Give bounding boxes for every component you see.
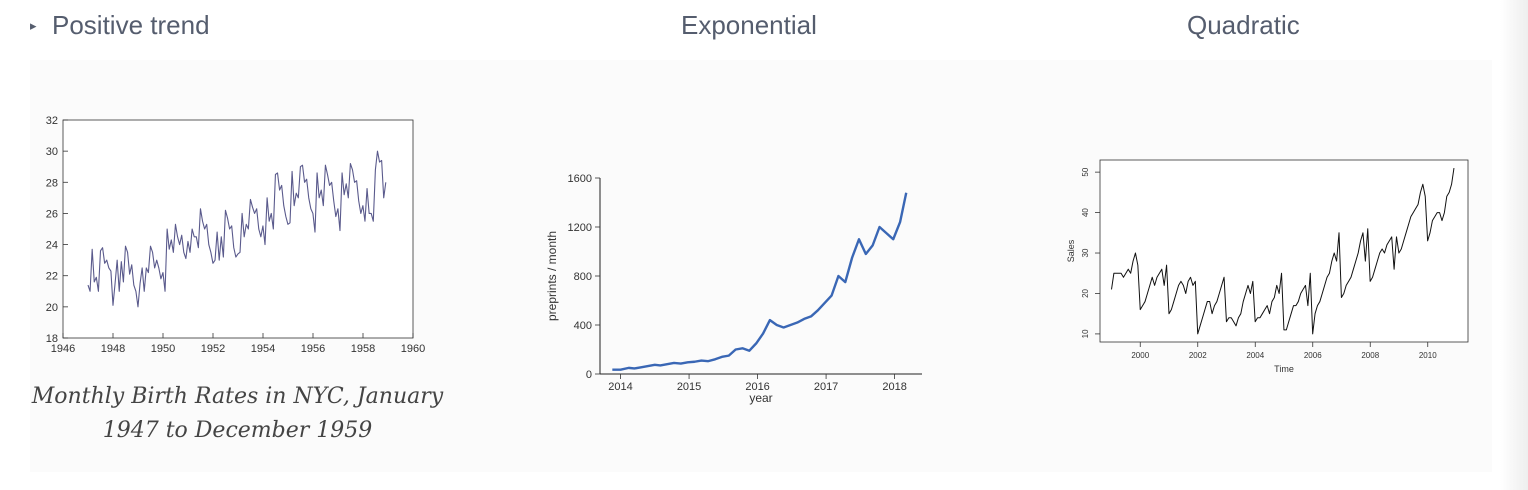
window-edge [1500, 0, 1528, 490]
chart-quadratic: 2000 2002 2004 2006 2008 20101020304050TimeSa… [1066, 159, 1469, 374]
x-tick-label: 1956 [301, 343, 325, 355]
y-tick-label: 20 [1081, 288, 1090, 297]
x-tick-label: 2004 [1246, 351, 1264, 360]
x-tick-label: 1960 [401, 343, 425, 355]
y-tick-label: 18 [46, 333, 58, 345]
chart-exponential: 2014 2015 2016 2017 2018 0 400 800 1200 1600 year p… [545, 173, 922, 405]
y-tick-label: 40 [1081, 208, 1090, 217]
y-tick-label: 30 [1081, 248, 1090, 257]
y-tick-label: 28 [46, 177, 58, 189]
heading-quadratic: Quadratic [1187, 10, 1300, 40]
y-axis-label: preprints / month [545, 231, 559, 321]
x-axis-label: Time [1274, 364, 1294, 374]
series-line [612, 192, 908, 371]
x-tick-label: 2018 [882, 381, 906, 393]
x-tick-label: 1958 [351, 343, 375, 355]
y-tick-label: 10 [1081, 329, 1090, 338]
y-tick-label: 30 [46, 146, 58, 158]
x-tick-label: 2000 [1131, 351, 1149, 360]
y-tick-label: 22 [46, 271, 58, 283]
x-tick-label: 2014 [608, 381, 632, 393]
chart-positive-trend: 1946 1948 1950 1952 1954 1956 1958 1960 18 20 22 24… [46, 115, 425, 355]
x-tick-label: 1950 [151, 343, 175, 355]
x-tick-label: 2017 [814, 381, 838, 393]
x-tick-label: 2010 [1419, 351, 1437, 360]
x-axis-label: year [749, 391, 772, 405]
y-axis-label: Sales [1066, 239, 1076, 262]
x-tick-label: 2006 [1304, 351, 1322, 360]
y-tick-label: 400 [574, 320, 592, 332]
x-tick-label: 1954 [251, 343, 275, 355]
y-tick-label: 0 [586, 369, 592, 381]
y-tick-label: 20 [46, 302, 58, 314]
x-tick-label: 2016 [745, 381, 769, 393]
heading-exponential: Exponential [681, 10, 817, 40]
chart-caption: Monthly Birth Rates in NYC, January 1947… [31, 384, 444, 443]
y-tick-label: 24 [46, 240, 58, 252]
y-tick-label: 26 [46, 208, 58, 220]
x-tick-label: 2015 [677, 381, 701, 393]
y-tick-label: 1200 [568, 222, 592, 234]
bullet-icon: ▸ [30, 18, 37, 33]
x-tick-label: 1946 [51, 343, 75, 355]
y-tick-label: 50 [1081, 167, 1090, 176]
heading-positive-trend: Positive trend [52, 10, 210, 40]
series-line [1111, 168, 1455, 335]
x-tick-label: 2008 [1361, 351, 1379, 360]
y-tick-label: 1600 [568, 173, 592, 185]
x-tick-label: 1948 [101, 343, 125, 355]
series-line [87, 150, 387, 308]
plot-frame [1099, 159, 1469, 343]
x-tick-label: 2002 [1189, 351, 1207, 360]
x-tick-label: 1952 [201, 343, 225, 355]
plot-frame [62, 119, 414, 339]
y-tick-label: 32 [46, 115, 58, 127]
y-tick-label: 800 [574, 271, 592, 283]
